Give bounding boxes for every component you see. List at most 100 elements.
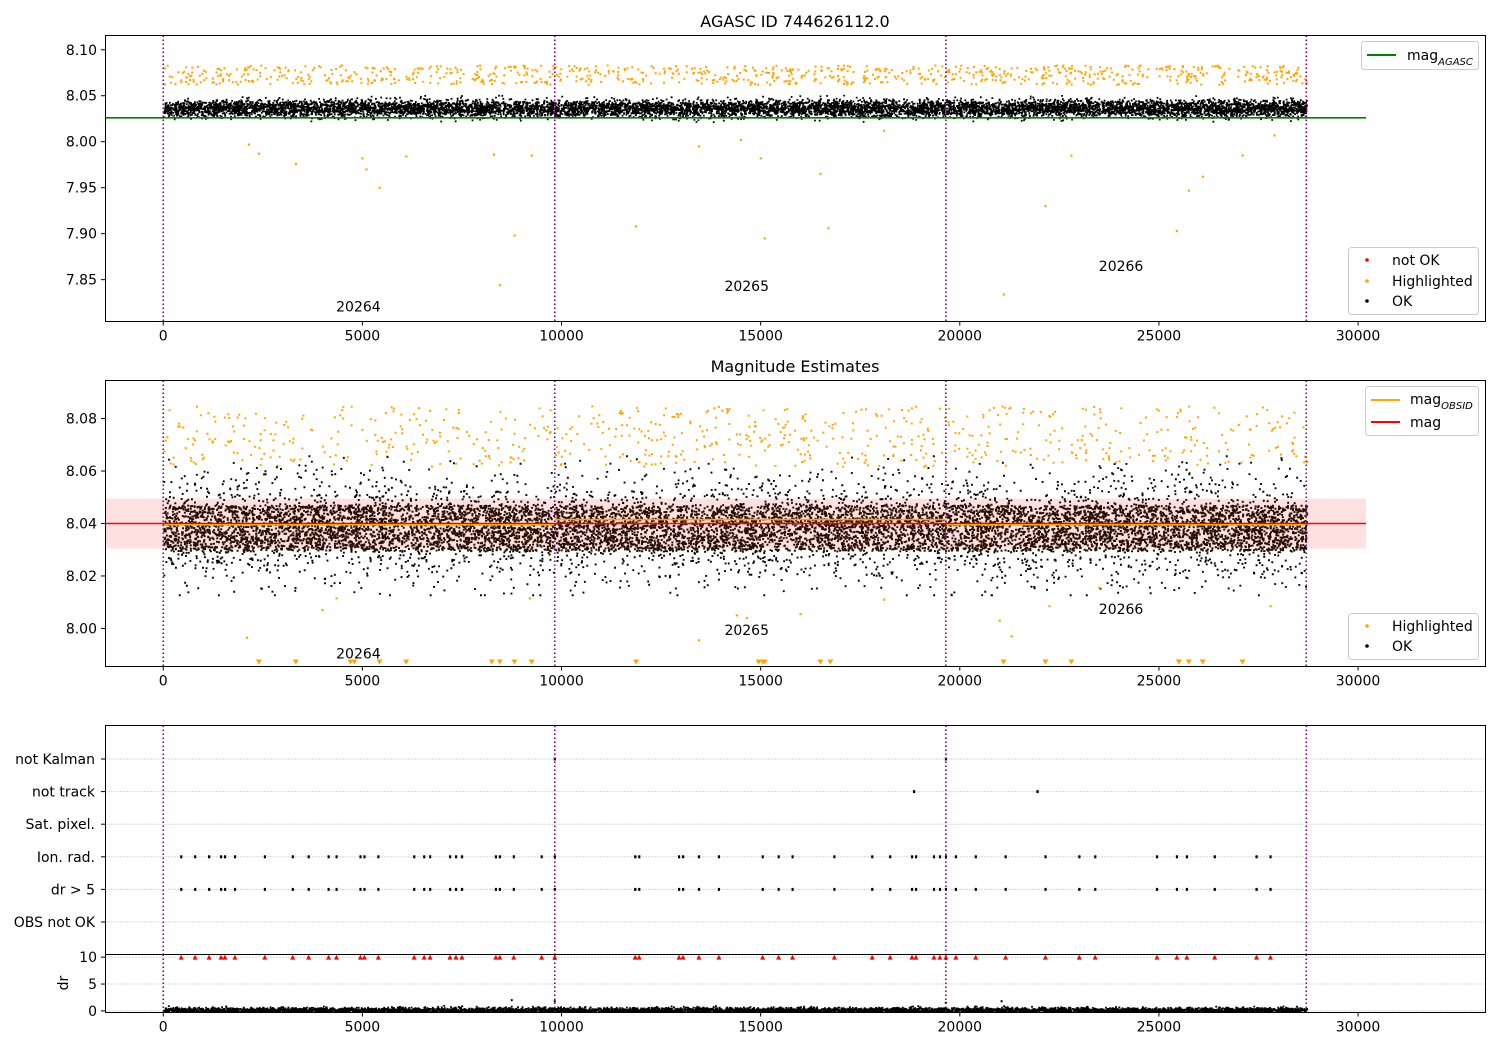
- flag-label: not track: [32, 785, 96, 801]
- flag-event-marker: [233, 855, 237, 859]
- highlighted-outlier-point: [257, 152, 261, 155]
- highlighted-points: [163, 64, 1308, 86]
- flag-event-marker: [454, 887, 458, 891]
- x-tick-label: 15000: [738, 674, 783, 690]
- x-tick-label: 20000: [938, 1020, 983, 1036]
- highlighted-outlier-point: [1010, 635, 1013, 638]
- dr-clipped-marker: [497, 954, 503, 960]
- x-tick-label: 30000: [1336, 674, 1381, 690]
- flag-event-marker: [494, 855, 498, 859]
- agasc-mag-legend: magAGASC: [1361, 41, 1479, 70]
- flag-event-marker: [363, 887, 366, 891]
- y-tick-label: 8.06: [66, 464, 97, 480]
- flag-event-marker: [307, 887, 310, 891]
- dr-clipped-marker: [411, 954, 417, 960]
- flag-event-marker: [263, 855, 267, 859]
- highlighted-outlier-point: [735, 614, 738, 617]
- dr-clipped-marker: [511, 954, 517, 960]
- flag-event-marker: [180, 855, 183, 859]
- below-axis-marker: [1175, 659, 1182, 665]
- highlighted-outlier-point: [1241, 154, 1244, 157]
- x-tick-label: 10000: [539, 329, 584, 345]
- dr-clipped-marker: [973, 954, 979, 960]
- flag-event-marker: [791, 855, 794, 859]
- flag-event-marker: [413, 887, 416, 891]
- flag-label: OBS not OK: [14, 915, 96, 931]
- flag-event-marker: [423, 855, 426, 859]
- flag-event-marker: [1094, 855, 1097, 859]
- highlighted-outlier-point: [1187, 189, 1190, 192]
- dr-clipped-marker: [953, 954, 959, 960]
- obsid-label: 20266: [1099, 602, 1144, 618]
- y-tick-label: 8.08: [66, 412, 97, 428]
- dr-clipped-marker: [1253, 954, 1259, 960]
- highlighted-outlier-point: [294, 162, 298, 165]
- highlighted-outlier-point: [378, 186, 381, 189]
- dr-clipped-marker: [206, 954, 212, 960]
- highlighted-outlier-point: [361, 157, 364, 160]
- flag-event-marker: [219, 855, 223, 859]
- flag-event-marker: [678, 887, 681, 891]
- dr-clipped-marker: [1003, 954, 1009, 960]
- flag-event-marker: [1094, 887, 1097, 891]
- dr-clipped-marker: [913, 954, 919, 960]
- flag-event-marker: [429, 887, 432, 891]
- flag-event-marker: [263, 887, 267, 891]
- flag-event-marker: [910, 887, 914, 891]
- y-tick-label: 8.00: [66, 621, 97, 637]
- below-axis-marker: [403, 659, 410, 665]
- flag-event-marker: [638, 887, 641, 891]
- flag-event-marker: [777, 855, 780, 859]
- estimates-title: Magnitude Estimates: [711, 357, 880, 376]
- flag-label: not Kalman: [15, 752, 95, 768]
- flag-event-marker: [914, 887, 918, 891]
- legend-not-ok: not OK: [1392, 253, 1440, 269]
- flag-event-marker: [1078, 887, 1081, 891]
- flag-event-marker: [359, 887, 362, 891]
- flags-axis-ticks: not Kalman not track Sat. pixel. Ion. rad. d…: [14, 752, 106, 931]
- below-axis-marker: [488, 659, 495, 665]
- highlighted-outlier-point: [528, 597, 531, 600]
- dr-clipped-marker: [931, 954, 937, 960]
- highlighted-swatch: [1365, 279, 1369, 283]
- obsid-label: 20265: [724, 279, 769, 295]
- flag-event-marker: [871, 855, 874, 859]
- flag-event-marker: [359, 855, 362, 859]
- dr-clipped-marker: [192, 954, 198, 960]
- dr-axis-ticks: 0 5000 10000 15000 20000 25000 30000 0 5 10: [79, 950, 1380, 1035]
- below-axis-marker: [292, 659, 299, 665]
- flag-event-marker: [208, 855, 211, 859]
- dr-clipped-marker: [632, 954, 638, 960]
- dr-clipped-marker: [262, 954, 268, 960]
- highlighted-outlier-point: [745, 616, 748, 620]
- dr-clipped-marker: [776, 954, 782, 960]
- highlighted-outlier-point: [883, 598, 886, 601]
- flag-event-marker: [634, 887, 637, 891]
- highlighted-outlier-point: [1273, 134, 1276, 137]
- x-tick-label: 30000: [1336, 329, 1381, 345]
- flag-event-marker: [678, 855, 681, 859]
- y-tick-label: 8.02: [66, 569, 97, 585]
- y-tick-label: 10: [79, 950, 97, 966]
- flag-label: Ion. rad.: [37, 850, 95, 866]
- flag-event-marker: [540, 887, 543, 891]
- flag-event-marker: [208, 887, 211, 891]
- flag-event-marker: [363, 855, 366, 859]
- dr-clipped-marker: [831, 954, 837, 960]
- y-tick-label: 7.95: [66, 181, 97, 197]
- flag-label: Sat. pixel.: [26, 817, 95, 833]
- ok-points-core: [163, 504, 1309, 553]
- legend-mag-obsid: magOBSID: [1410, 392, 1473, 412]
- dr-clipped-marker: [909, 954, 915, 960]
- dr-clipped-marker: [1212, 954, 1218, 960]
- below-axis-marker: [511, 659, 518, 665]
- flag-event-marker: [871, 887, 874, 891]
- flag-event-marker: [889, 887, 892, 891]
- agasc-plot-area: 20264 20265 20266: [105, 35, 1367, 322]
- y-tick-label: 8.10: [66, 43, 97, 59]
- flag-event-marker: [974, 887, 977, 891]
- y-tick-label: 8.00: [66, 135, 97, 151]
- flag-event-marker: [498, 887, 501, 891]
- highlighted-outlier-point: [335, 597, 338, 600]
- flag-event-marker: [307, 855, 310, 859]
